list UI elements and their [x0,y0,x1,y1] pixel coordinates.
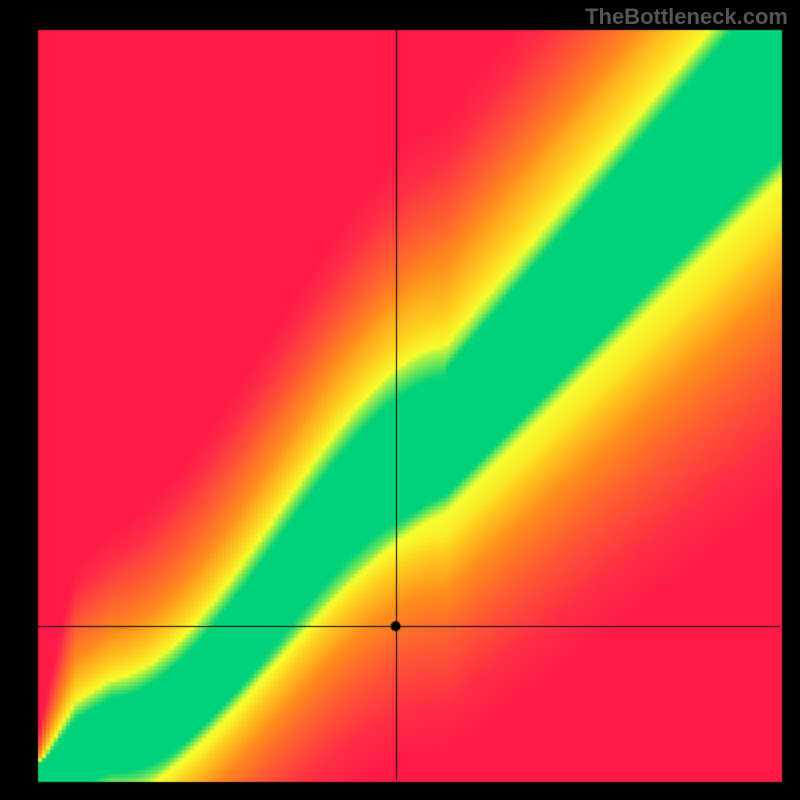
root-container: TheBottleneck.com [0,0,800,800]
watermark-text: TheBottleneck.com [585,4,788,30]
bottleneck-heatmap-canvas [0,0,800,800]
